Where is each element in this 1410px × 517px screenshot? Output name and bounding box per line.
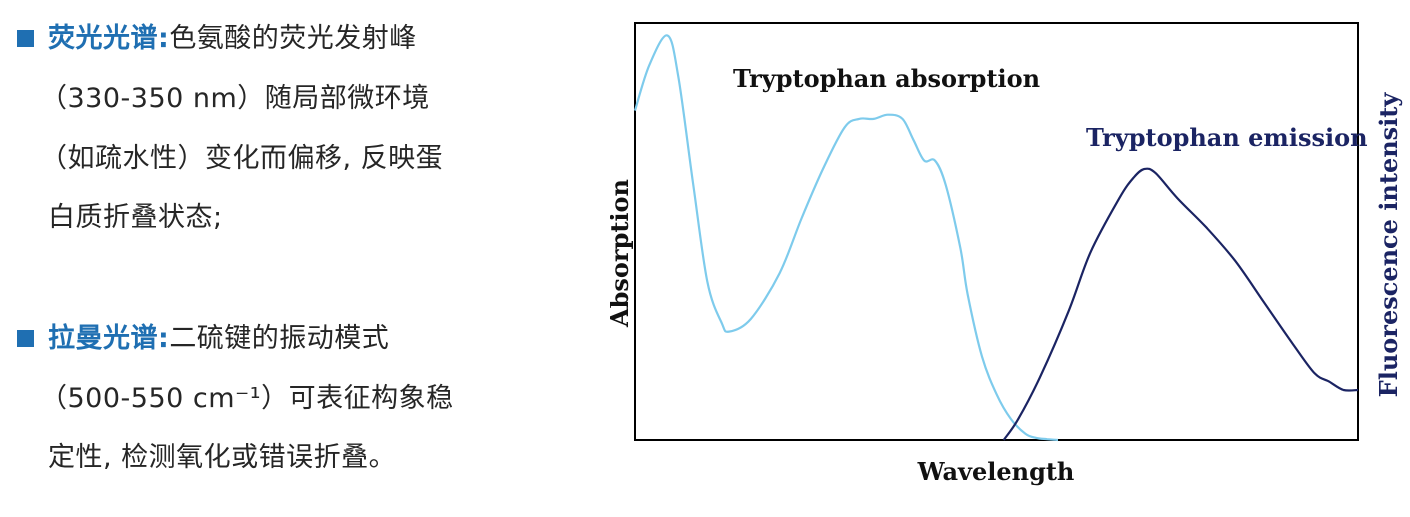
- bullet-text: 定性, 检测氧化或错误折叠。: [48, 442, 397, 473]
- bullet-marker: [17, 30, 34, 47]
- emission-curve: [1002, 167, 1359, 441]
- bullet-line: 拉曼光谱:二硫键的振动模式: [48, 323, 389, 355]
- bullet-text: 二硫键的振动模式: [169, 323, 390, 354]
- bullet-line: 荧光光谱:色氨酸的荧光发射峰: [48, 23, 417, 55]
- absorption-curve: [633, 34, 1059, 442]
- y-axis-label-right: Fluorescence intensity: [1374, 92, 1403, 398]
- bullet-marker: [17, 330, 34, 347]
- bullet-heading: 拉曼光谱:: [48, 323, 170, 354]
- plot-frame: [634, 22, 1359, 441]
- bullet-heading: 荧光光谱:: [48, 23, 170, 54]
- series-label-absorption: Tryptophan absorption: [733, 64, 1040, 93]
- bullet-text: （500-550 cm⁻¹）可表征构象稳: [40, 383, 454, 414]
- bullet-text: 白质折叠状态;: [48, 202, 223, 233]
- y-axis-label-left: Absorption: [610, 179, 634, 328]
- bullet-text: （330-350 nm）随局部微环境: [40, 83, 430, 114]
- x-axis-label: Wavelength: [917, 457, 1075, 486]
- bullet-text: 色氨酸的荧光发射峰: [169, 23, 417, 54]
- spectrum-chart: Tryptophan absorption Tryptophan emissio…: [610, 22, 1403, 486]
- series-label-emission: Tryptophan emission: [1086, 123, 1368, 152]
- bullet-text: （如疏水性）变化而偏移, 反映蛋: [40, 143, 444, 174]
